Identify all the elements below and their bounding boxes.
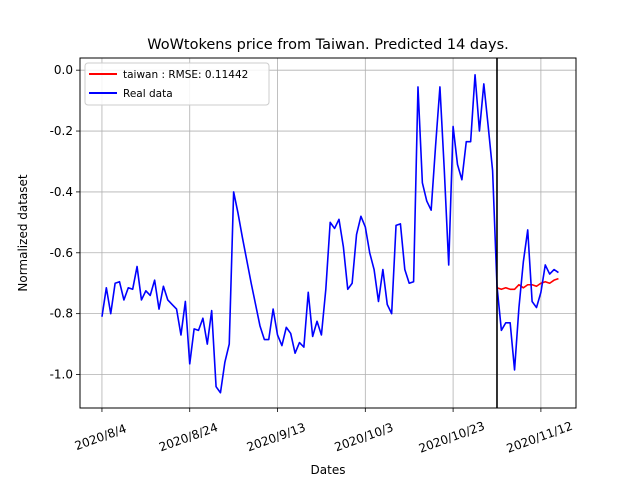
series-prediction-line [496,277,559,291]
y-ticks: 0.0 -0.2 -0.4 -0.6 -0.8 -1.0 [50,63,80,382]
legend-label-real: Real data [123,88,173,100]
legend-label-prediction: taiwan : RMSE: 0.11442 [123,69,248,81]
y-tick-label: -0.6 [50,246,73,260]
y-tick-label: -0.4 [50,185,73,199]
axes-frame [79,57,577,409]
y-tick-label: 0.0 [54,63,73,77]
chart-title: WoWtokens price from Taiwan. Predicted 1… [147,37,509,53]
y-tick-label: -1.0 [50,368,73,382]
legend: taiwan : RMSE: 0.11442 Real data [84,62,270,106]
y-tick-label: -0.8 [50,307,73,321]
plot-lines [101,58,559,408]
legend-box [84,62,270,106]
y-axis-label: Normalized dataset [16,174,30,292]
series-real-data-line [101,73,559,394]
x-axis-label: Dates [311,463,346,477]
y-tick-label: -0.2 [50,124,73,138]
